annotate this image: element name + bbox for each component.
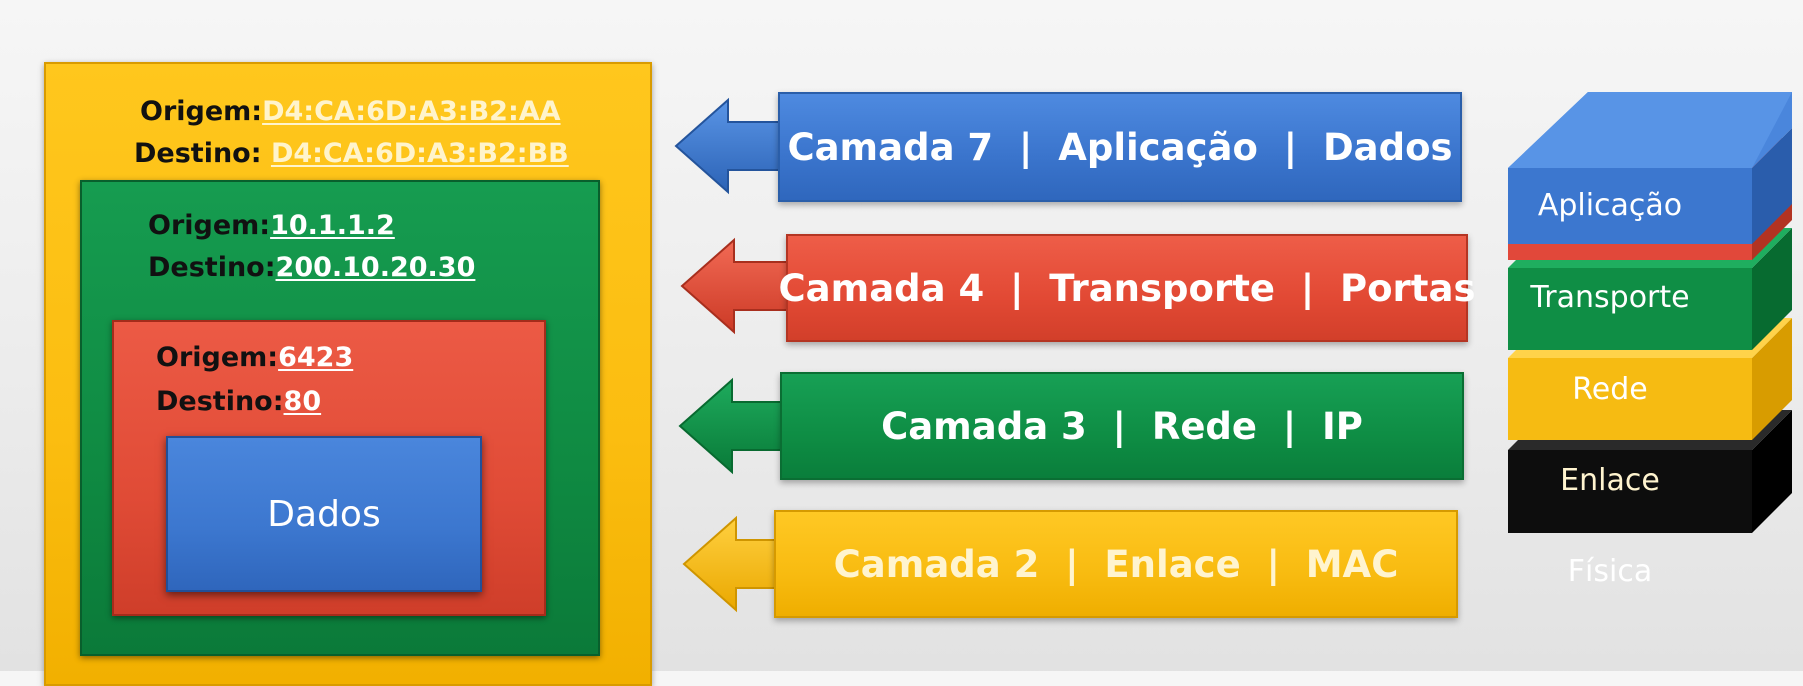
- ip-origin-value: 10.1.1.2: [270, 210, 395, 241]
- payload-box: Dados: [166, 436, 482, 592]
- port-origin-value: 6423: [278, 342, 354, 373]
- layer7-bar: Camada 7 | Aplicação | Dados: [778, 92, 1462, 202]
- ethernet-destination: Destino: D4:CA:6D:A3:B2:BB: [134, 140, 569, 167]
- ip-destination-label: Destino:: [148, 252, 276, 283]
- ip-origin-label: Origem:: [148, 210, 271, 241]
- payload-label: Dados: [267, 493, 381, 535]
- ethernet-origin-label: Origem:: [140, 96, 263, 127]
- layer3-bar: Camada 3 | Rede | IP: [780, 372, 1464, 480]
- arrow-layer3-icon: [678, 377, 791, 475]
- port-destination-label: Destino:: [156, 386, 284, 417]
- ethernet-origin-value: D4:CA:6D:A3:B2:AA: [262, 96, 561, 127]
- stack-label-transporte: Transporte: [1530, 280, 1690, 315]
- stack-label-aplicacao: Aplicação: [1537, 188, 1683, 223]
- stack-label-fisica: Física: [1567, 554, 1653, 589]
- ethernet-destination-label: Destino:: [134, 138, 271, 169]
- port-origin: Origem:6423: [156, 344, 353, 371]
- ethernet-origin: Origem:D4:CA:6D:A3:B2:AA: [140, 98, 561, 125]
- layer-stack-diagram: [1508, 92, 1792, 533]
- stack-label-enlace: Enlace: [1560, 463, 1660, 498]
- ip-destination: Destino:200.10.20.30: [148, 254, 475, 281]
- port-destination-value: 80: [283, 386, 322, 417]
- arrow-layer7-icon: [674, 97, 787, 195]
- layer4-bar: Camada 4 | Transporte | Portas: [779, 234, 1475, 342]
- ip-origin: Origem:10.1.1.2: [148, 212, 395, 239]
- ethernet-destination-value: D4:CA:6D:A3:B2:BB: [270, 138, 569, 169]
- port-destination: Destino:80: [156, 388, 321, 415]
- layer2-bar: Camada 2 | Enlace | MAC: [774, 510, 1458, 618]
- stack-label-rede: Rede: [1572, 372, 1648, 407]
- arrow-layer4-icon: [680, 237, 793, 335]
- port-origin-label: Origem:: [156, 342, 279, 373]
- ip-destination-value: 200.10.20.30: [275, 252, 476, 283]
- stack-block-aplicacao: [1508, 92, 1792, 244]
